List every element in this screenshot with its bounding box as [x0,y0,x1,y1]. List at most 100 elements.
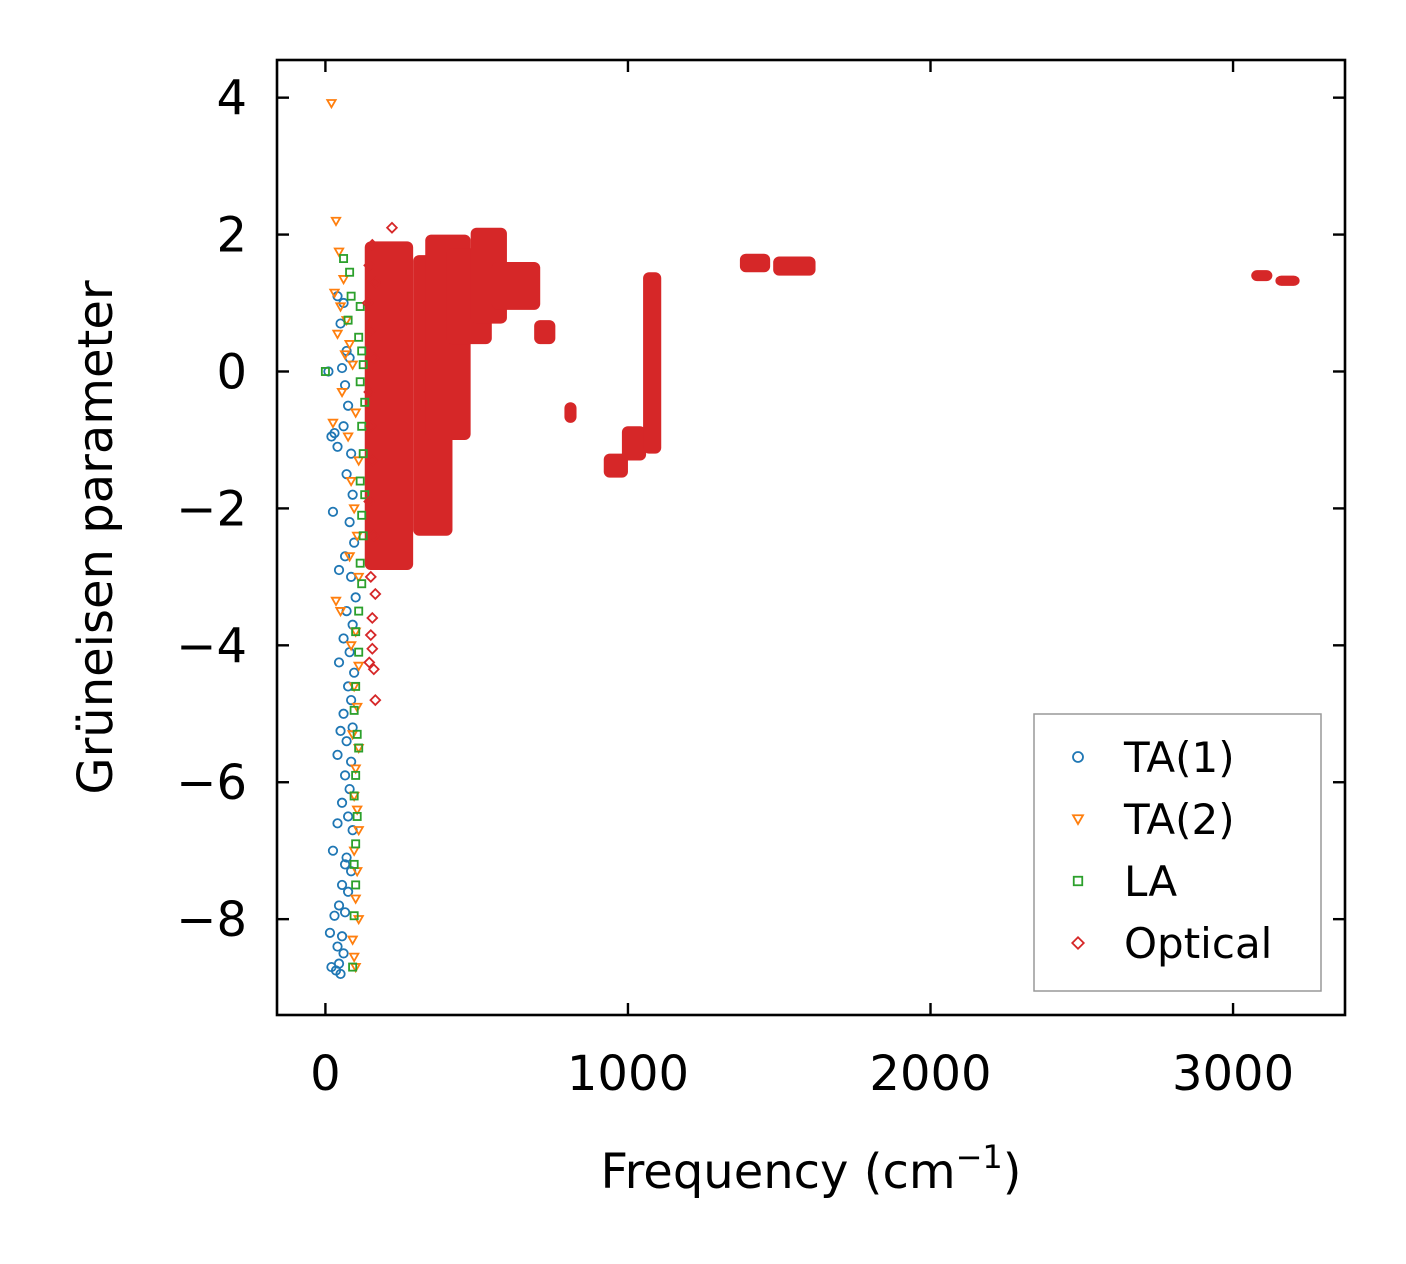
point-1-8 [343,340,356,351]
point-2-20 [351,627,361,637]
point-1-5 [334,302,347,313]
series-ta-2- [325,99,365,974]
point-1-3 [337,275,350,286]
point-2-27 [349,791,359,801]
point-2-7 [357,346,367,356]
optical-dense-region-10 [643,272,662,454]
point-2-31 [351,880,361,890]
legend-label-1: TA(2) [1123,795,1235,844]
y-tick-label-4: −4 [176,618,247,674]
point-2-30 [349,859,359,869]
point-3-9 [366,454,379,467]
point-0-37 [339,770,351,781]
point-1-0 [325,99,338,110]
point-2-2 [345,267,355,277]
y-tick-label-6: −8 [176,892,247,948]
legend-marker-0 [1072,751,1084,763]
point-2-0 [320,367,330,376]
point-0-3 [332,441,343,452]
point-1-4 [328,288,341,299]
point-3-18 [367,663,380,676]
series-ta-1- [323,291,361,980]
point-0-35 [332,749,343,760]
legend-marker-2 [1072,875,1084,887]
point-2-19 [354,606,364,616]
optical-dense-region-6 [534,320,556,345]
point-2-32 [349,911,359,921]
point-0-41 [332,818,343,829]
point-0-40 [342,811,354,822]
point-0-51 [324,927,336,938]
point-1-19 [343,552,356,563]
point-0-17 [347,489,358,500]
point-1-22 [334,607,347,618]
point-2-16 [358,531,368,541]
series-la [320,254,370,972]
y-tick-label-3: −2 [176,481,247,537]
point-2-15 [357,510,367,520]
point-0-54 [338,948,349,959]
point-1-24 [345,641,357,652]
point-3-19 [369,693,382,707]
point-0-50 [329,910,340,921]
point-2-21 [354,647,364,657]
legend-marker-1 [1071,814,1085,826]
point-0-49 [339,907,351,918]
point-0-30 [346,694,357,706]
point-3-3 [369,276,382,289]
point-1-10 [346,360,359,371]
point-3-14 [366,611,379,625]
point-0-18 [344,516,355,528]
point-2-28 [352,811,362,821]
point-1-38 [346,935,359,946]
point-0-5 [333,564,345,576]
series-optical [361,221,399,707]
point-2-25 [354,743,364,753]
point-1-20 [352,572,365,583]
x-axis-label-main: Frequency (cm [600,1144,955,1200]
point-0-34 [341,736,352,747]
point-0-46 [336,879,348,891]
point-0-53 [332,941,343,952]
point-0-39 [336,797,348,808]
x-tick-label-1: 1000 [567,1046,689,1102]
point-3-13 [369,587,382,601]
point-1-33 [352,826,365,837]
plot-frame [275,58,1347,1017]
point-0-14 [338,421,349,432]
optical-dense-region-12 [773,256,816,276]
point-2-23 [349,705,359,715]
point-2-17 [355,558,365,568]
point-2-14 [360,490,370,500]
point-1-14 [342,432,354,443]
point-1-7 [331,329,344,340]
optical-dense-region-0 [364,241,414,571]
point-1-12 [349,408,362,419]
point-0-27 [333,657,345,668]
optical-dense-region-11 [739,253,771,273]
point-2-24 [352,729,362,739]
point-1-34 [348,846,360,857]
optical-dense-region-14 [1275,275,1300,286]
point-1-16 [345,476,357,488]
point-0-25 [338,633,349,644]
point-2-22 [351,681,361,691]
point-1-11 [336,387,348,399]
point-0-31 [338,708,349,719]
legend-label-3: Optical [1124,919,1272,968]
y-tick-label-2: 0 [216,344,247,400]
point-0-20 [339,551,351,562]
x-tick-label-3: 3000 [1172,1046,1294,1102]
plot-area [320,99,1300,980]
point-3-10 [363,495,376,508]
point-3-0 [385,221,399,234]
point-3-11 [367,529,380,542]
point-1-32 [351,805,363,816]
point-2-6 [354,332,364,342]
point-0-2 [326,431,337,442]
point-3-4 [361,296,374,310]
point-3-15 [364,628,377,642]
point-1-39 [348,952,360,963]
point-0-4 [327,506,339,517]
point-1-36 [349,894,362,905]
